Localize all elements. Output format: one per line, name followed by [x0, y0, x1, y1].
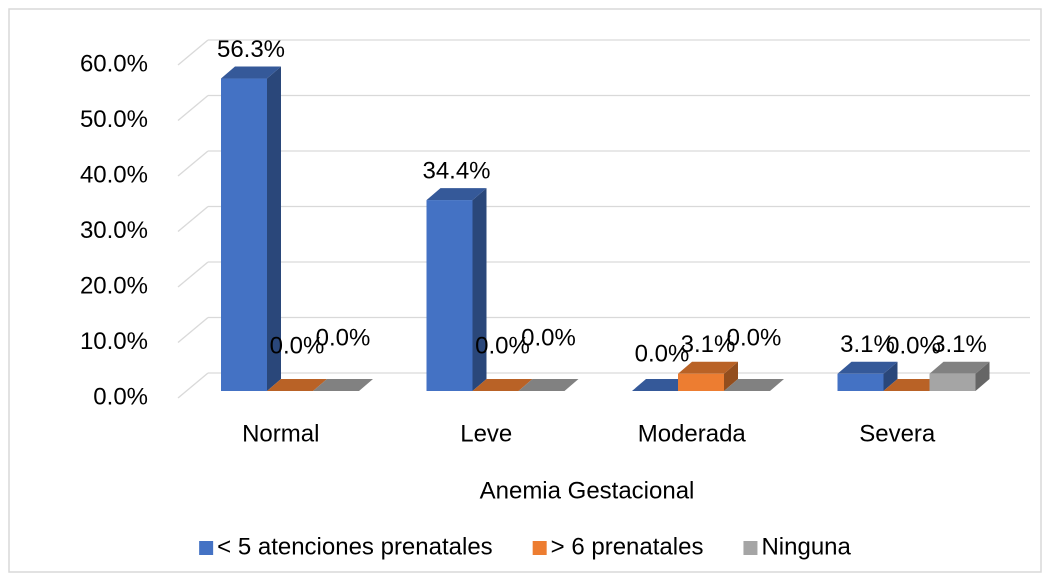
- bar: [837, 373, 884, 391]
- legend-item: < 5 atenciones prenatales: [199, 533, 493, 560]
- bar-side: [472, 188, 487, 391]
- bar-top: [267, 379, 327, 391]
- grid-side: [177, 261, 209, 288]
- data-label: 3.1%: [932, 331, 987, 358]
- y-tick-label: 60.0%: [80, 50, 148, 77]
- bar: [678, 373, 724, 391]
- bar-side: [267, 66, 281, 391]
- bar: [426, 200, 473, 391]
- grid-side: [177, 95, 209, 121]
- grid-side: [177, 372, 209, 399]
- legend-label: Ninguna: [761, 533, 851, 560]
- x-tick-label: Leve: [460, 420, 512, 447]
- x-tick-label: Moderada: [638, 420, 747, 447]
- bar-top: [472, 379, 533, 391]
- bar-top: [929, 361, 990, 374]
- bar-top: [678, 361, 738, 374]
- data-label: 3.1%: [840, 331, 895, 358]
- x-tick-label: Severa: [859, 420, 936, 447]
- data-label: 56.3%: [217, 36, 285, 63]
- legend-item: > 6 prenatales: [532, 533, 704, 560]
- bar-top: [883, 379, 944, 391]
- data-label: 0.0%: [475, 332, 530, 359]
- grid-side: [177, 150, 209, 177]
- data-label: 0.0%: [521, 324, 576, 351]
- bar: [221, 78, 267, 391]
- legend-swatch: [532, 541, 547, 555]
- y-tick-label: 0.0%: [93, 383, 148, 410]
- bar-top: [426, 188, 487, 201]
- bar-top: [221, 66, 281, 79]
- x-tick-label: Normal: [242, 420, 319, 447]
- bar-top: [632, 379, 692, 391]
- legend-label: > 6 prenatales: [551, 533, 704, 560]
- legend-label: < 5 atenciones prenatales: [217, 533, 493, 560]
- x-axis-title: Anemia Gestacional: [480, 477, 695, 504]
- chart-border: [8, 8, 1042, 573]
- y-tick-label: 10.0%: [80, 328, 148, 355]
- legend-swatch: [743, 541, 758, 555]
- y-tick-label: 20.0%: [80, 272, 148, 299]
- bar: [929, 373, 976, 391]
- grid-side: [177, 317, 209, 343]
- bar-side: [975, 361, 990, 391]
- legend-swatch: [199, 541, 214, 555]
- data-label: 0.0%: [635, 340, 690, 367]
- bar-top: [724, 379, 784, 391]
- data-label: 3.1%: [681, 331, 736, 358]
- data-label: 34.4%: [422, 157, 490, 184]
- bar-top: [518, 379, 579, 391]
- y-tick-label: 30.0%: [80, 217, 148, 244]
- bar-top: [313, 379, 373, 391]
- bar-top: [837, 361, 898, 374]
- y-tick-label: 50.0%: [80, 106, 148, 133]
- legend-item: Ninguna: [743, 533, 852, 560]
- grid-side: [177, 39, 209, 66]
- grid-side: [177, 206, 209, 232]
- y-tick-label: 40.0%: [80, 161, 148, 188]
- data-label: 0.0%: [270, 332, 325, 359]
- data-label: 0.0%: [886, 332, 941, 359]
- bar-side: [724, 361, 738, 391]
- data-label: 0.0%: [727, 324, 782, 351]
- bar-side: [883, 361, 898, 391]
- data-label: 0.0%: [316, 324, 371, 351]
